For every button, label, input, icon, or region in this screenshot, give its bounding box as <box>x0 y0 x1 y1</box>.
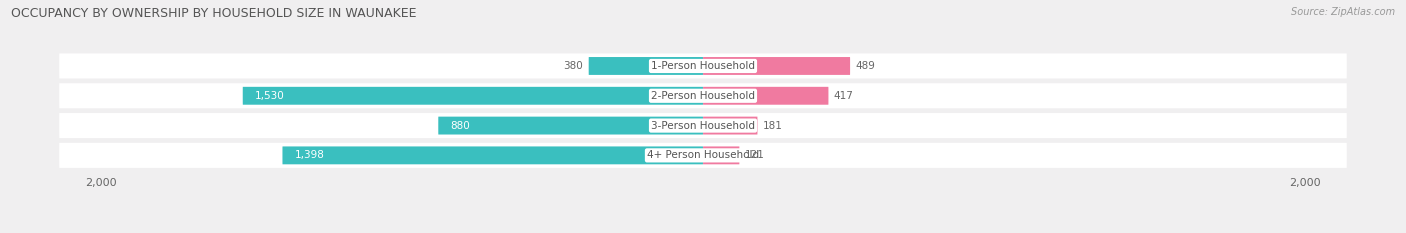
FancyBboxPatch shape <box>589 57 703 75</box>
Text: 380: 380 <box>564 61 583 71</box>
FancyBboxPatch shape <box>243 87 703 105</box>
Text: 880: 880 <box>450 120 470 130</box>
FancyBboxPatch shape <box>703 146 740 164</box>
Text: 4+ Person Household: 4+ Person Household <box>647 150 759 160</box>
Text: Source: ZipAtlas.com: Source: ZipAtlas.com <box>1291 7 1395 17</box>
FancyBboxPatch shape <box>703 87 828 105</box>
Text: 121: 121 <box>745 150 765 160</box>
FancyBboxPatch shape <box>703 57 851 75</box>
Text: 489: 489 <box>855 61 876 71</box>
Text: 181: 181 <box>763 120 783 130</box>
Legend: Owner-occupied, Renter-occupied: Owner-occupied, Renter-occupied <box>583 230 823 233</box>
FancyBboxPatch shape <box>439 117 703 134</box>
Text: 2-Person Household: 2-Person Household <box>651 91 755 101</box>
FancyBboxPatch shape <box>59 143 1347 168</box>
Text: 1,398: 1,398 <box>294 150 325 160</box>
FancyBboxPatch shape <box>283 146 703 164</box>
Text: 417: 417 <box>834 91 853 101</box>
FancyBboxPatch shape <box>59 53 1347 79</box>
Text: 3-Person Household: 3-Person Household <box>651 120 755 130</box>
FancyBboxPatch shape <box>59 83 1347 108</box>
FancyBboxPatch shape <box>703 117 758 134</box>
FancyBboxPatch shape <box>59 113 1347 138</box>
Text: 1-Person Household: 1-Person Household <box>651 61 755 71</box>
Text: 1,530: 1,530 <box>254 91 284 101</box>
Text: OCCUPANCY BY OWNERSHIP BY HOUSEHOLD SIZE IN WAUNAKEE: OCCUPANCY BY OWNERSHIP BY HOUSEHOLD SIZE… <box>11 7 416 20</box>
